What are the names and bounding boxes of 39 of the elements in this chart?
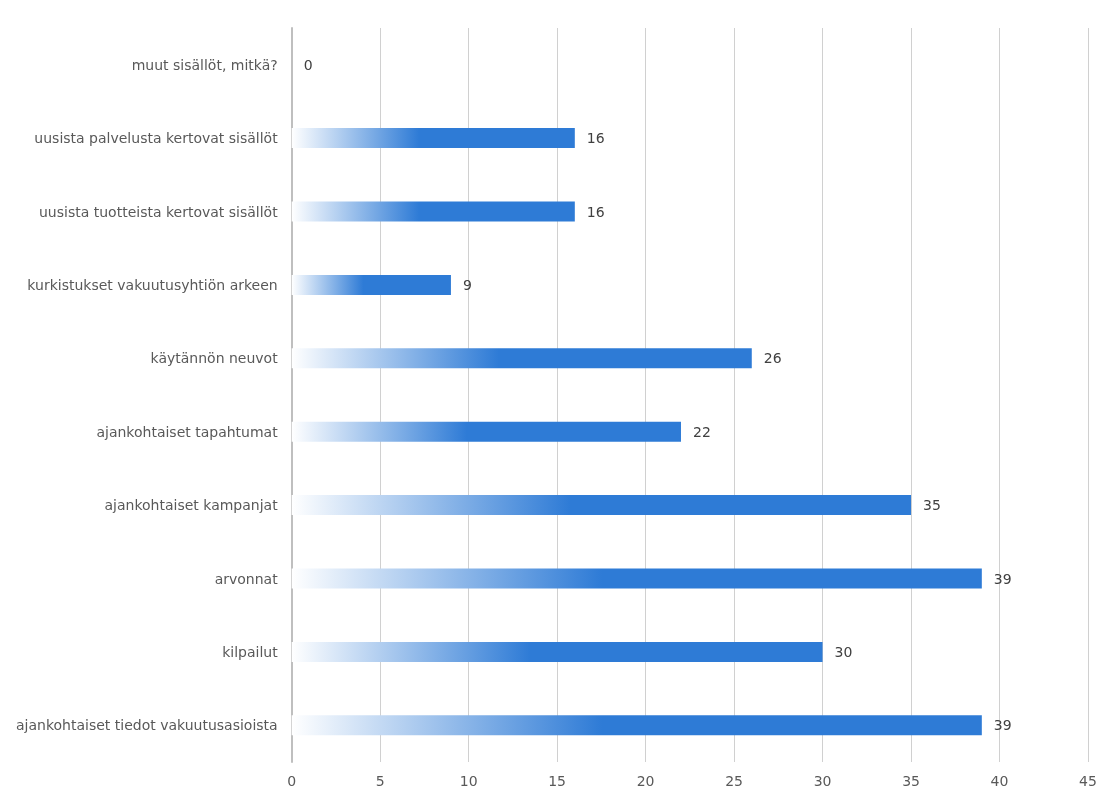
data-label: 22 xyxy=(692,423,711,440)
x-tick-label: 40 xyxy=(990,773,1009,789)
data-label: 26 xyxy=(763,350,782,367)
bar xyxy=(291,495,912,516)
x-tick-label: 25 xyxy=(725,773,743,789)
y-tick-label: ajankohtaiset kampanjat xyxy=(104,497,279,514)
x-tick-label: 0 xyxy=(287,773,297,789)
bar xyxy=(291,715,982,736)
y-tick-label: arvonnat xyxy=(214,570,279,587)
y-tick-label: kurkistukset vakuutusyhtiön arkeen xyxy=(27,276,278,293)
data-label: 35 xyxy=(923,497,941,514)
x-tick-label: 5 xyxy=(375,773,385,789)
bar xyxy=(291,641,823,662)
bar xyxy=(291,128,575,149)
y-tick-label: käytännön neuvot xyxy=(150,350,279,367)
bar xyxy=(291,421,681,442)
y-tick-label: kilpailut xyxy=(222,643,279,660)
x-tick-label: 10 xyxy=(459,773,478,789)
x-tick-label: 45 xyxy=(1079,773,1097,789)
x-tick-label: 20 xyxy=(636,773,655,789)
data-label: 39 xyxy=(993,717,1012,734)
data-label: 0 xyxy=(303,56,313,73)
x-tick-label: 35 xyxy=(902,773,920,789)
y-tick-label: muut sisällöt, mitkä? xyxy=(131,56,278,73)
x-tick-label: 30 xyxy=(813,773,832,789)
data-label: 16 xyxy=(586,130,605,147)
y-tick-label: uusista tuotteista kertovat sisällöt xyxy=(38,203,279,220)
x-tick-label: 15 xyxy=(548,773,567,789)
bar xyxy=(291,274,451,295)
data-label: 16 xyxy=(586,203,605,220)
data-label: 30 xyxy=(834,643,853,660)
data-label: 9 xyxy=(462,276,472,293)
y-tick-label: uusista palvelusta kertovat sisällöt xyxy=(34,130,279,147)
data-label: 39 xyxy=(993,570,1012,587)
y-tick-label: ajankohtaiset tapahtumat xyxy=(96,423,279,440)
bar xyxy=(291,201,575,222)
bar xyxy=(291,568,982,589)
bar xyxy=(291,348,752,369)
y-tick-label: ajankohtaiset tiedot vakuutusasioista xyxy=(15,717,278,734)
